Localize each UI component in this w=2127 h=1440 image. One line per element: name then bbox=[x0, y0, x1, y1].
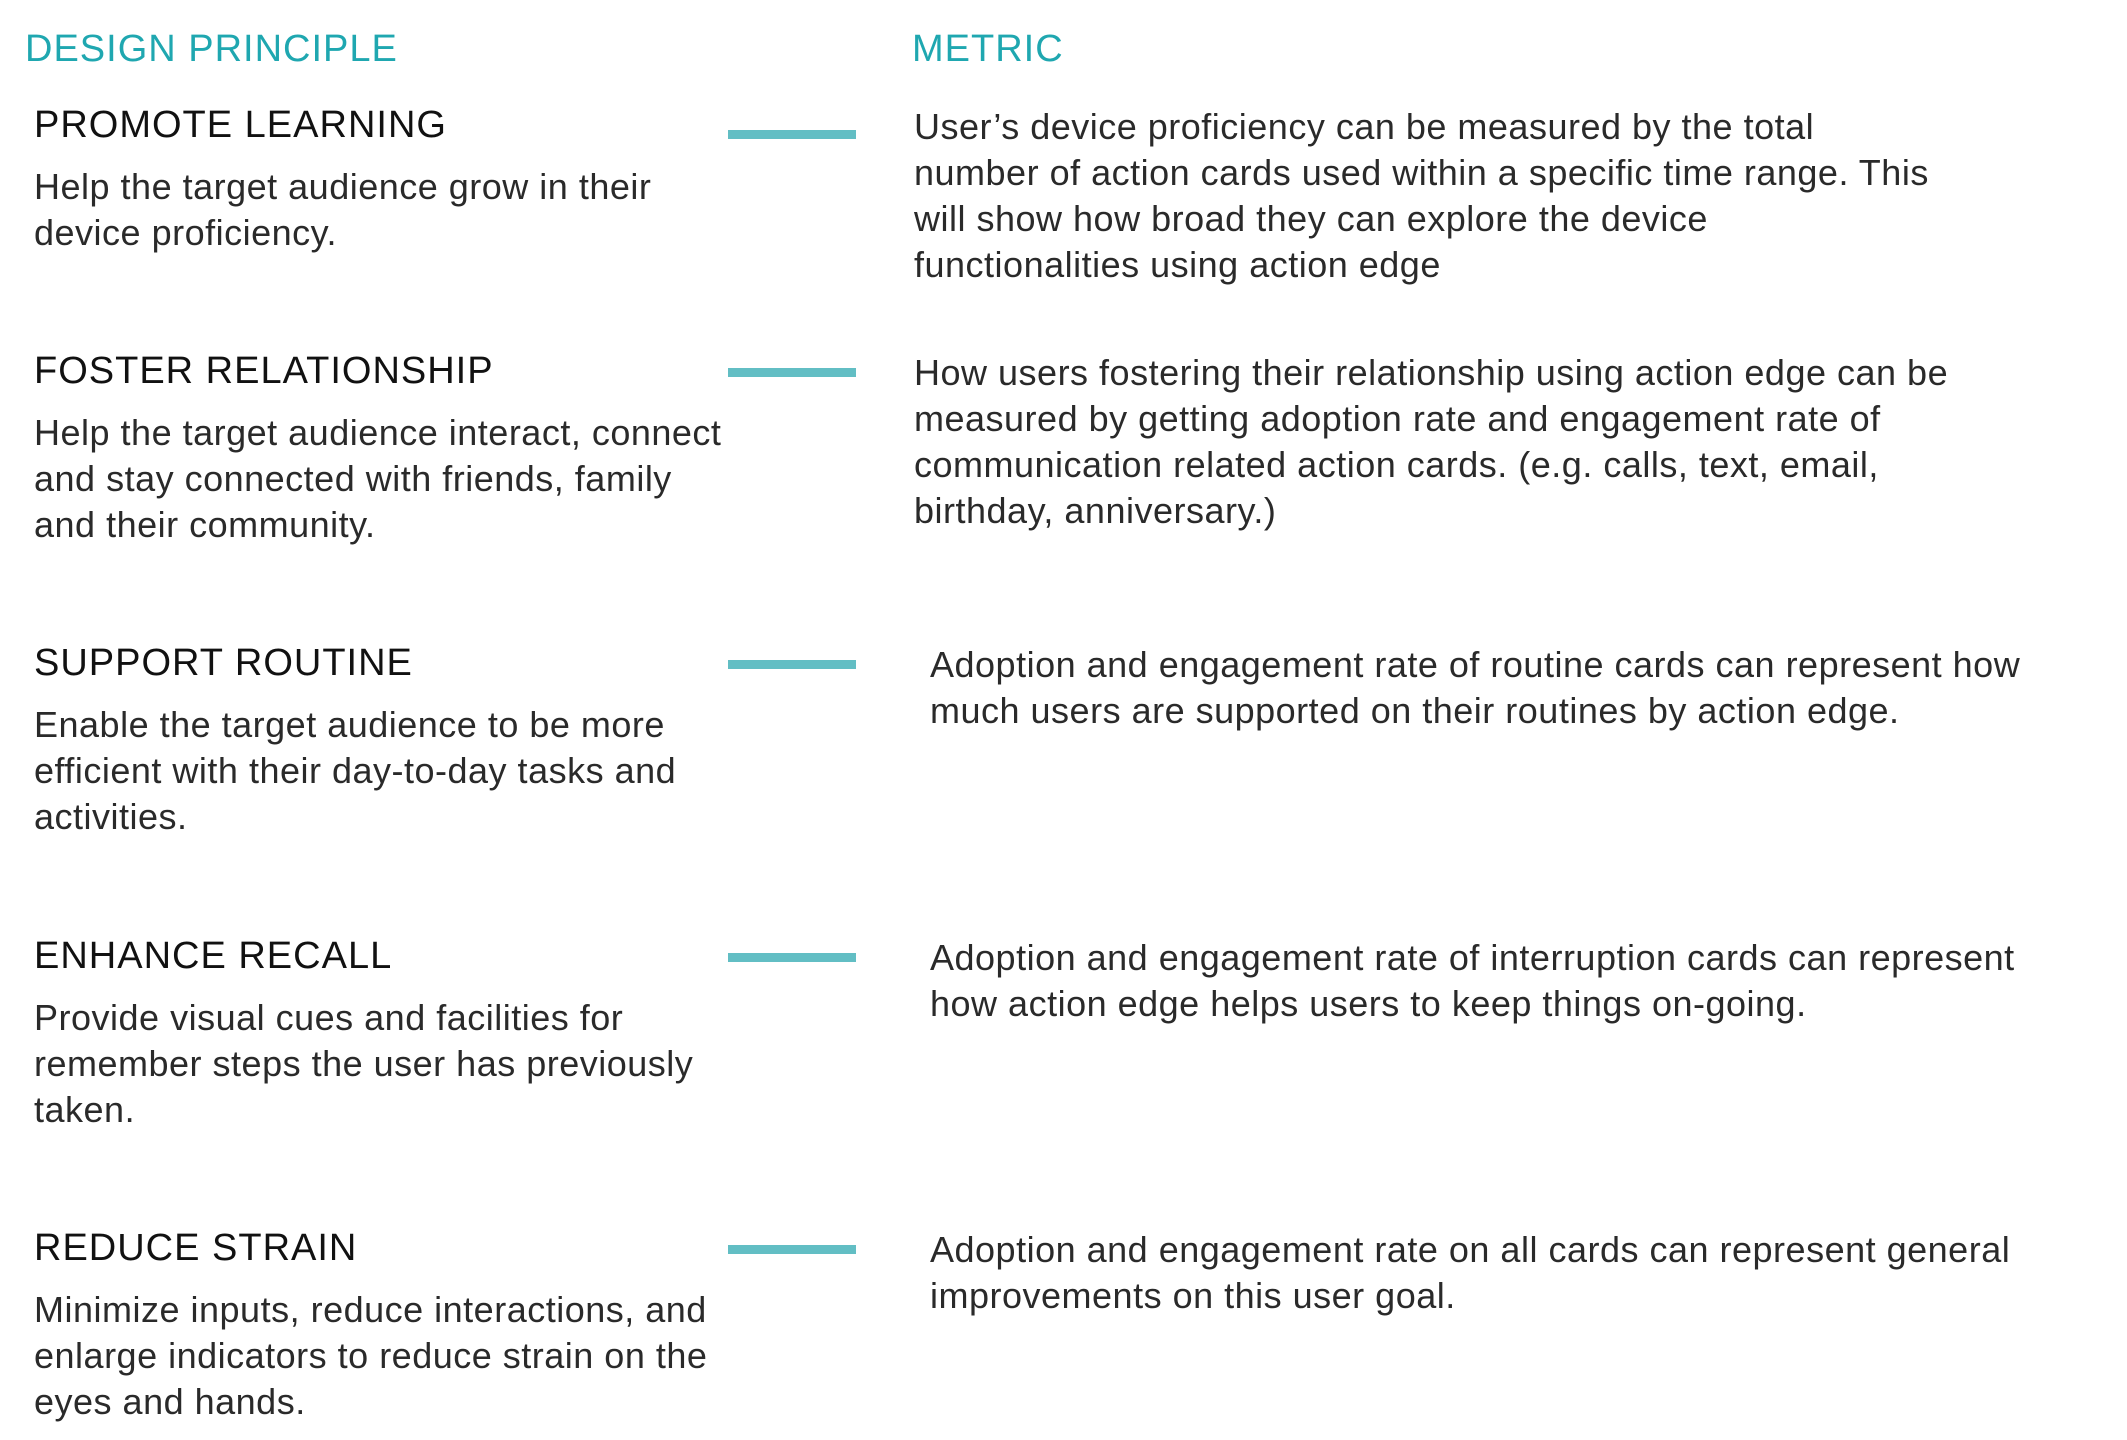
principle-description: Provide visual cues and facilities for r… bbox=[34, 997, 694, 1130]
connector-line bbox=[728, 660, 856, 669]
metric-text: Adoption and engagement rate of routine … bbox=[930, 644, 2021, 731]
principle-description: Help the target audience interact, conne… bbox=[34, 412, 722, 545]
metric-text: Adoption and engagement rate on all card… bbox=[930, 1229, 2011, 1316]
principle-title: ENHANCE RECALL bbox=[34, 935, 393, 977]
metric-header: METRIC bbox=[912, 28, 1064, 70]
connector-line bbox=[728, 1245, 856, 1254]
metric-text: How users fostering their relationship u… bbox=[914, 352, 1949, 531]
principle-description: Enable the target audience to be more ef… bbox=[34, 704, 677, 837]
connector-line bbox=[728, 130, 856, 139]
principle-title: PROMOTE LEARNING bbox=[34, 104, 447, 146]
connector-line bbox=[728, 953, 856, 962]
metric-text: User’s device proficiency can be measure… bbox=[914, 106, 1929, 285]
principle-description: Help the target audience grow in their d… bbox=[34, 166, 652, 253]
design-principle-header: DESIGN PRINCIPLE bbox=[25, 28, 398, 70]
principle-title: REDUCE STRAIN bbox=[34, 1227, 358, 1269]
connector-line bbox=[728, 368, 856, 377]
principle-description: Minimize inputs, reduce interactions, an… bbox=[34, 1289, 708, 1422]
principle-title: SUPPORT ROUTINE bbox=[34, 642, 413, 684]
metric-text: Adoption and engagement rate of interrup… bbox=[930, 937, 2015, 1024]
principle-title: FOSTER RELATIONSHIP bbox=[34, 350, 494, 392]
